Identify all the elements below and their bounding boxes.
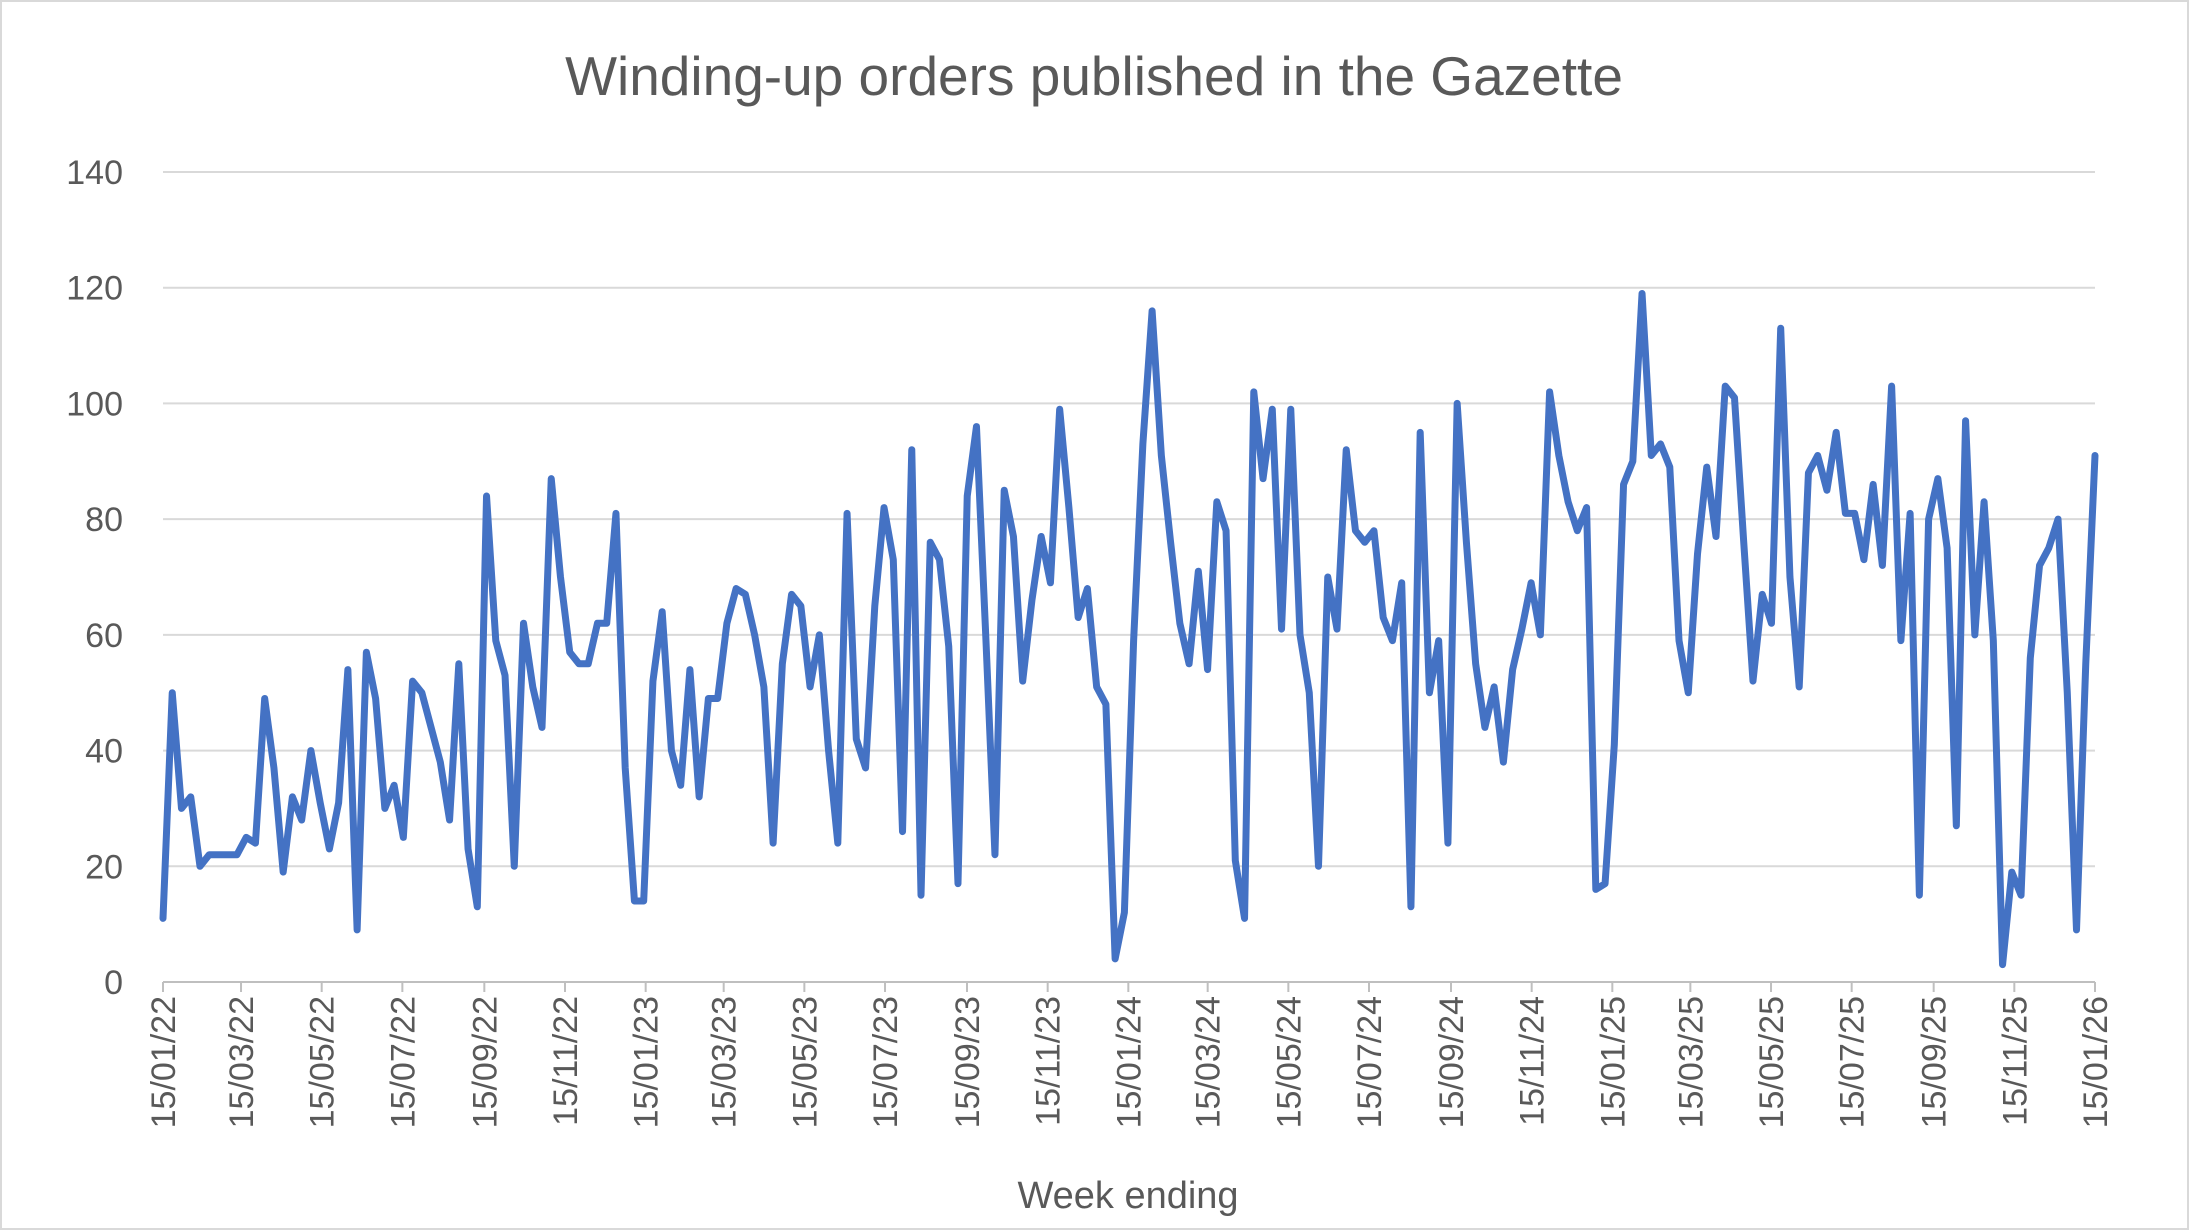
x-axis-tick-labels: 15/01/22 15/03/22 15/05/22 15/07/22 15/09/22… — [145, 982, 2115, 1128]
x-tick-label: 15/07/25 — [1834, 996, 1872, 1128]
y-tick-label-100: 100 — [66, 385, 123, 423]
y-tick-label-140: 140 — [66, 154, 123, 192]
chart-title: Winding-up orders published in the Gazet… — [565, 45, 1623, 107]
x-tick-label: 15/05/24 — [1270, 996, 1308, 1128]
y-tick-label-60: 60 — [85, 617, 123, 655]
x-tick-label: 15/09/24 — [1433, 996, 1471, 1128]
series-layer — [159, 290, 2099, 969]
x-tick-label: 15/07/23 — [867, 996, 905, 1128]
x-tick-label: 15/01/26 — [2077, 996, 2115, 1128]
y-tick-label-120: 120 — [66, 270, 123, 308]
y-tick-label-40: 40 — [85, 733, 123, 771]
x-tick-label: 15/11/25 — [1996, 996, 2034, 1126]
y-tick-label-80: 80 — [85, 501, 123, 539]
x-tick-label: 15/03/24 — [1190, 996, 1228, 1128]
x-tick-label: 15/09/22 — [466, 996, 504, 1128]
x-tick-label: 15/11/23 — [1030, 996, 1068, 1126]
x-tick-label: 15/03/25 — [1672, 996, 1710, 1128]
gridlines — [163, 171, 2095, 983]
x-axis-label: Week ending — [1017, 1175, 1238, 1217]
x-tick-label: 15/07/24 — [1351, 996, 1389, 1128]
x-tick-label: 15/05/25 — [1753, 996, 1791, 1128]
x-tick-label: 15/01/22 — [145, 996, 183, 1128]
x-tick-label: 15/05/23 — [786, 996, 824, 1128]
x-tick-label: 15/09/25 — [1916, 996, 1954, 1128]
y-axis-tick-labels: 0 20 40 60 80 100 120 140 — [66, 154, 123, 1002]
x-tick-label: 15/01/25 — [1594, 996, 1632, 1128]
x-tick-label: 15/03/23 — [706, 996, 744, 1128]
x-tick-label: 15/11/24 — [1514, 996, 1552, 1126]
x-tick-label: 15/09/23 — [949, 996, 987, 1128]
x-tick-label: 15/01/23 — [628, 996, 666, 1128]
x-tick-label: 15/05/22 — [304, 996, 342, 1128]
x-tick-label: 15/01/24 — [1110, 996, 1148, 1128]
x-tick-label: 15/07/22 — [384, 996, 422, 1128]
x-tick-label: 15/03/22 — [223, 996, 261, 1128]
y-tick-label-20: 20 — [85, 848, 123, 886]
x-tick-label: 15/11/22 — [547, 996, 585, 1126]
y-tick-label-0: 0 — [104, 964, 123, 1002]
series-line-0 — [159, 290, 2099, 969]
